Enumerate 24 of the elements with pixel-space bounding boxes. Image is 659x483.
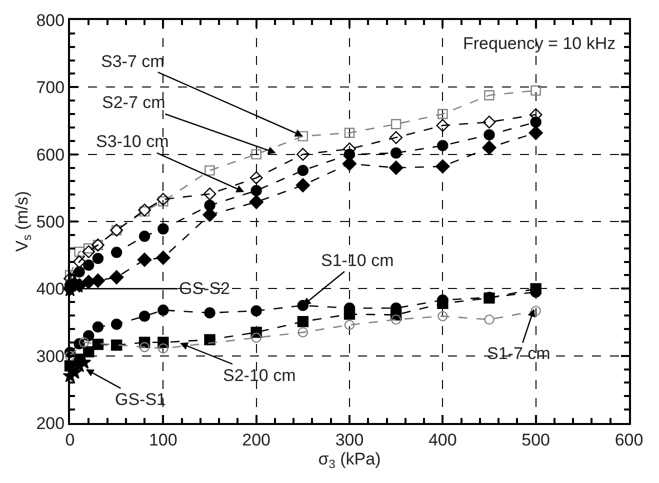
- annotation: S1-10 cm: [321, 251, 394, 270]
- y-tick-label: 600: [36, 145, 65, 164]
- x-tick-label: 100: [148, 430, 178, 450]
- x-axis-title: σ$_{3}$ (kPa): [318, 449, 381, 471]
- y-tick-label: 700: [36, 78, 65, 98]
- annotation: S2-7 cm: [102, 93, 166, 112]
- x-tick-label: 400: [428, 430, 457, 450]
- x-tick-label: 600: [614, 430, 644, 450]
- y-tick-label: 300: [36, 346, 65, 366]
- x-tick-label: 300: [335, 430, 364, 450]
- annotation: GS-S1: [115, 390, 166, 409]
- x-tick-label: 0: [65, 430, 75, 450]
- annotation: S2-10 cm: [223, 366, 296, 385]
- y-tick-label: 800: [36, 10, 65, 30]
- x-tick-label: 200: [242, 430, 271, 450]
- y-tick-label: 400: [36, 280, 65, 299]
- annotation: Frequency = 10 kHz: [463, 34, 616, 53]
- annotation: GS-S2: [179, 279, 230, 298]
- annotation: S1-7 cm: [487, 344, 550, 363]
- y-tick-label: 200: [36, 414, 65, 433]
- x-tick-label: 500: [522, 430, 550, 450]
- y-tick-label: 500: [36, 212, 65, 232]
- annotation: S3-10 cm: [96, 132, 169, 151]
- annotation: S3-7 cm: [101, 52, 164, 71]
